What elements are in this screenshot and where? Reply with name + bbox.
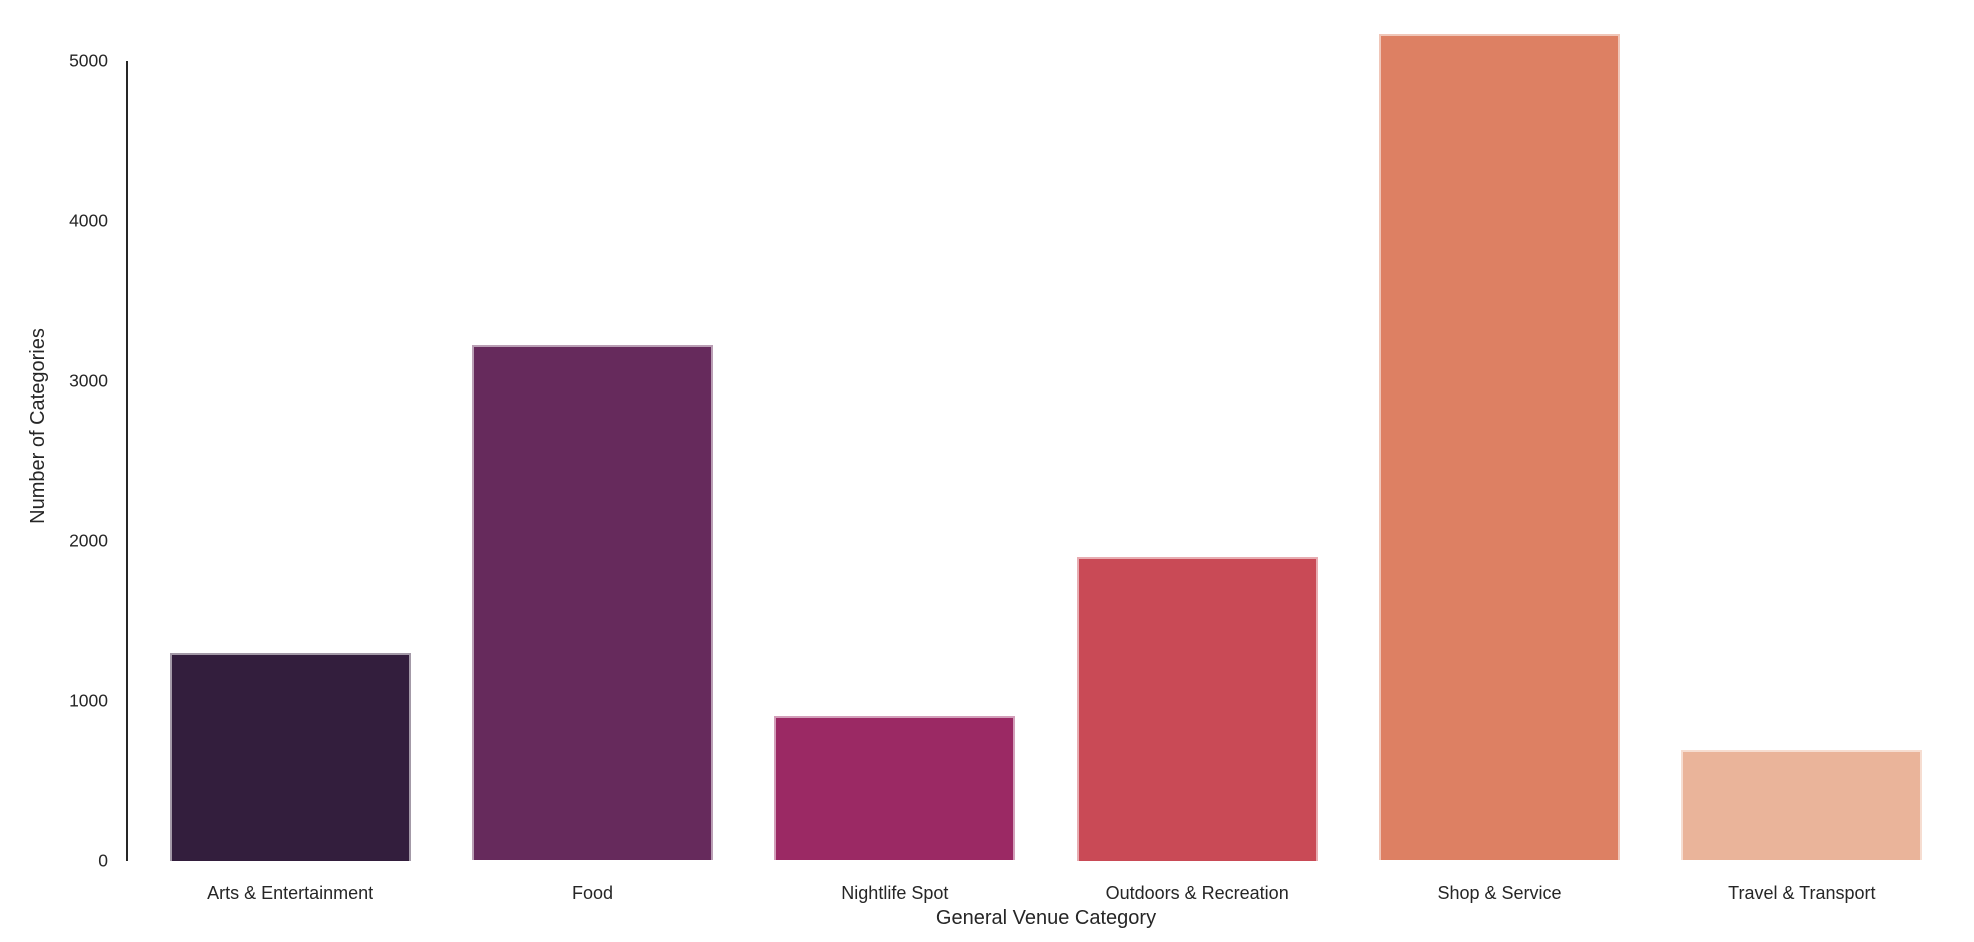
- x-tick-label-arts-entertainment: Arts & Entertainment: [207, 883, 374, 903]
- y-tick-label-2000: 2000: [69, 529, 108, 550]
- y-tick-label-3000: 3000: [69, 369, 108, 390]
- x-tick-label-shop-service: Shop & Service: [1437, 883, 1562, 903]
- y-axis-spine: [126, 60, 128, 861]
- y-tick-label-1000: 1000: [69, 689, 108, 710]
- x-tick-label-outdoors-recreation: Outdoors & Recreation: [1105, 883, 1289, 903]
- bar-nightlife-spot: [774, 715, 1016, 861]
- y-axis-title: Number of Categories: [27, 328, 49, 524]
- x-axis-title: General Venue Category: [935, 907, 1157, 929]
- y-tick-label-4000: 4000: [69, 209, 108, 230]
- bar-food: [472, 345, 713, 861]
- y-tick-label-0: 0: [98, 849, 108, 870]
- bar-travel-transport: [1681, 750, 1923, 861]
- x-tick-label-food: Food: [571, 883, 614, 903]
- y-tick-label-5000: 5000: [69, 49, 108, 70]
- bar-arts-entertainment: [169, 652, 411, 861]
- x-tick-label-nightlife-spot: Nightlife Spot: [841, 883, 949, 903]
- bar-outdoors-recreation: [1076, 556, 1318, 861]
- x-tick-label-travel-transport: Travel & Transport: [1728, 883, 1876, 903]
- bar-shop-service: [1379, 34, 1620, 861]
